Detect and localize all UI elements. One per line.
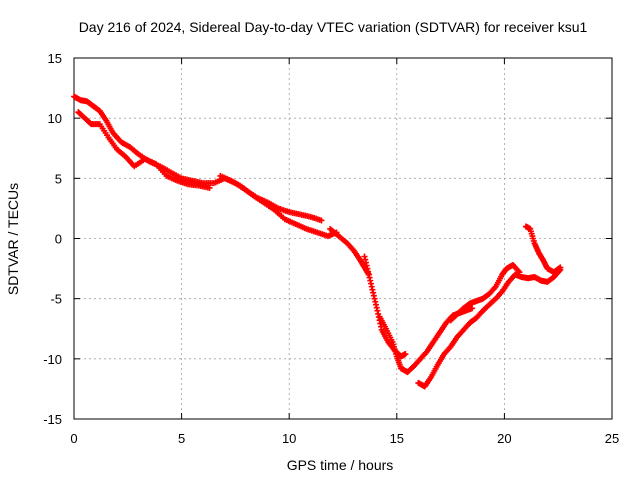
grid-lines bbox=[74, 58, 612, 419]
x-tick-label: 10 bbox=[282, 431, 296, 446]
y-tick-label: 5 bbox=[55, 171, 62, 186]
x-tick-label: 15 bbox=[390, 431, 404, 446]
y-axis-title: SDTVAR / TECUs bbox=[5, 183, 21, 295]
x-tick-label: 25 bbox=[605, 431, 619, 446]
data-point bbox=[318, 217, 325, 224]
x-tick-label: 20 bbox=[497, 431, 511, 446]
x-tick-label: 5 bbox=[178, 431, 185, 446]
x-axis-title: GPS time / hours bbox=[287, 457, 394, 473]
data-point bbox=[402, 351, 409, 358]
y-tick-label: 10 bbox=[48, 111, 62, 126]
y-tick-label: -5 bbox=[50, 292, 62, 307]
chart-title: Day 216 of 2024, Sidereal Day-to-day VTE… bbox=[79, 19, 588, 35]
data-point bbox=[556, 265, 563, 272]
axis-ticks bbox=[73, 57, 613, 420]
y-tick-label: -15 bbox=[43, 412, 62, 427]
y-tick-labels: -15 -10 -5 0 5 10 15 bbox=[43, 51, 62, 427]
y-tick-label: 0 bbox=[55, 232, 62, 247]
y-tick-label: 15 bbox=[48, 51, 62, 66]
y-tick-label: -10 bbox=[43, 352, 62, 367]
data-point bbox=[469, 305, 476, 312]
data-point bbox=[557, 264, 564, 271]
x-tick-labels: 0 5 10 15 20 25 bbox=[70, 431, 619, 446]
data-points bbox=[71, 93, 564, 390]
data-point bbox=[516, 269, 523, 276]
x-tick-label: 0 bbox=[70, 431, 77, 446]
data-point bbox=[206, 184, 213, 191]
